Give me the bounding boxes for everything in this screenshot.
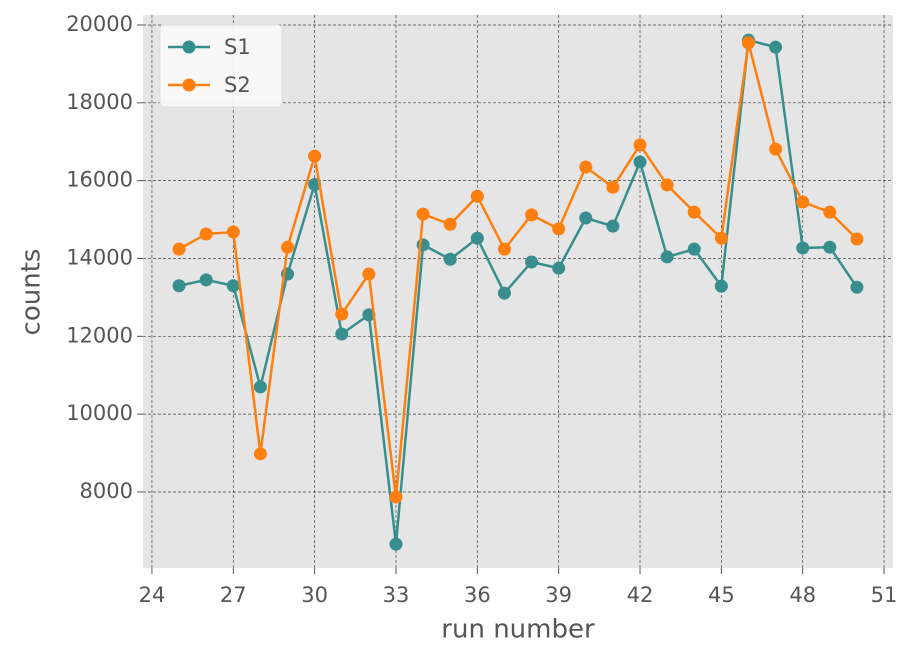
data-point [606, 219, 620, 233]
y-tick-label: 8000 [80, 479, 133, 503]
data-point [470, 231, 484, 245]
data-point [335, 327, 349, 341]
x-tick-label: 51 [871, 583, 898, 607]
data-point [796, 195, 810, 209]
series-line [178, 42, 858, 498]
legend-box [159, 24, 283, 108]
data-point [362, 308, 376, 322]
x-tick-label: 30 [301, 583, 328, 607]
legend-label: S2 [224, 73, 251, 97]
legend-marker [182, 40, 196, 54]
data-point [253, 447, 267, 461]
data-point [714, 231, 728, 245]
y-tick-label: 10000 [66, 401, 133, 425]
data-point [633, 155, 647, 169]
data-point [660, 250, 674, 264]
data-point [606, 180, 620, 194]
data-point [660, 178, 674, 192]
data-point [497, 286, 511, 300]
x-tick-label: 48 [789, 583, 816, 607]
data-point [470, 189, 484, 203]
data-point [443, 217, 457, 231]
data-point [389, 537, 403, 551]
data-point [552, 261, 566, 275]
data-point [579, 160, 593, 174]
data-point [823, 205, 837, 219]
data-point [714, 279, 728, 293]
data-point [199, 227, 213, 241]
data-point [226, 279, 240, 293]
x-tick-label: 24 [139, 583, 166, 607]
data-point [443, 252, 457, 266]
data-point [796, 241, 810, 255]
data-point [389, 490, 403, 504]
data-point [850, 280, 864, 294]
data-point [253, 380, 267, 394]
x-tick-label: 45 [708, 583, 735, 607]
y-axis-label: counts [17, 249, 47, 336]
data-point [552, 222, 566, 236]
y-tick-label: 18000 [66, 90, 133, 114]
x-tick-label: 42 [627, 583, 654, 607]
y-tick-label: 12000 [66, 323, 133, 347]
data-point [769, 142, 783, 156]
data-point [335, 307, 349, 321]
y-tick-label: 16000 [66, 168, 133, 192]
y-tick-label: 14000 [66, 245, 133, 269]
x-tick-label: 36 [464, 583, 491, 607]
data-point [687, 242, 701, 256]
data-point [850, 232, 864, 246]
x-tick-label: 27 [220, 583, 247, 607]
x-tick-label: 39 [545, 583, 572, 607]
data-point [172, 279, 186, 293]
data-point [633, 138, 647, 152]
legend: S1 S2 [159, 24, 283, 108]
data-point [525, 208, 539, 222]
data-point [308, 149, 322, 163]
data-point [172, 242, 186, 256]
x-tick-label: 33 [383, 583, 410, 607]
legend-label: S1 [224, 35, 251, 59]
data-point [497, 242, 511, 256]
data-point [362, 267, 376, 281]
data-point [226, 225, 240, 239]
data-point [687, 205, 701, 219]
data-point [823, 240, 837, 254]
legend-marker [182, 78, 196, 92]
data-point [281, 240, 295, 254]
data-point [579, 211, 593, 225]
data-point [741, 36, 755, 50]
data-point [525, 255, 539, 269]
x-axis-label: run number [441, 615, 595, 645]
data-point [199, 273, 213, 287]
data-point [769, 40, 783, 54]
y-tick-label: 20000 [66, 12, 133, 36]
data-point [416, 207, 430, 221]
